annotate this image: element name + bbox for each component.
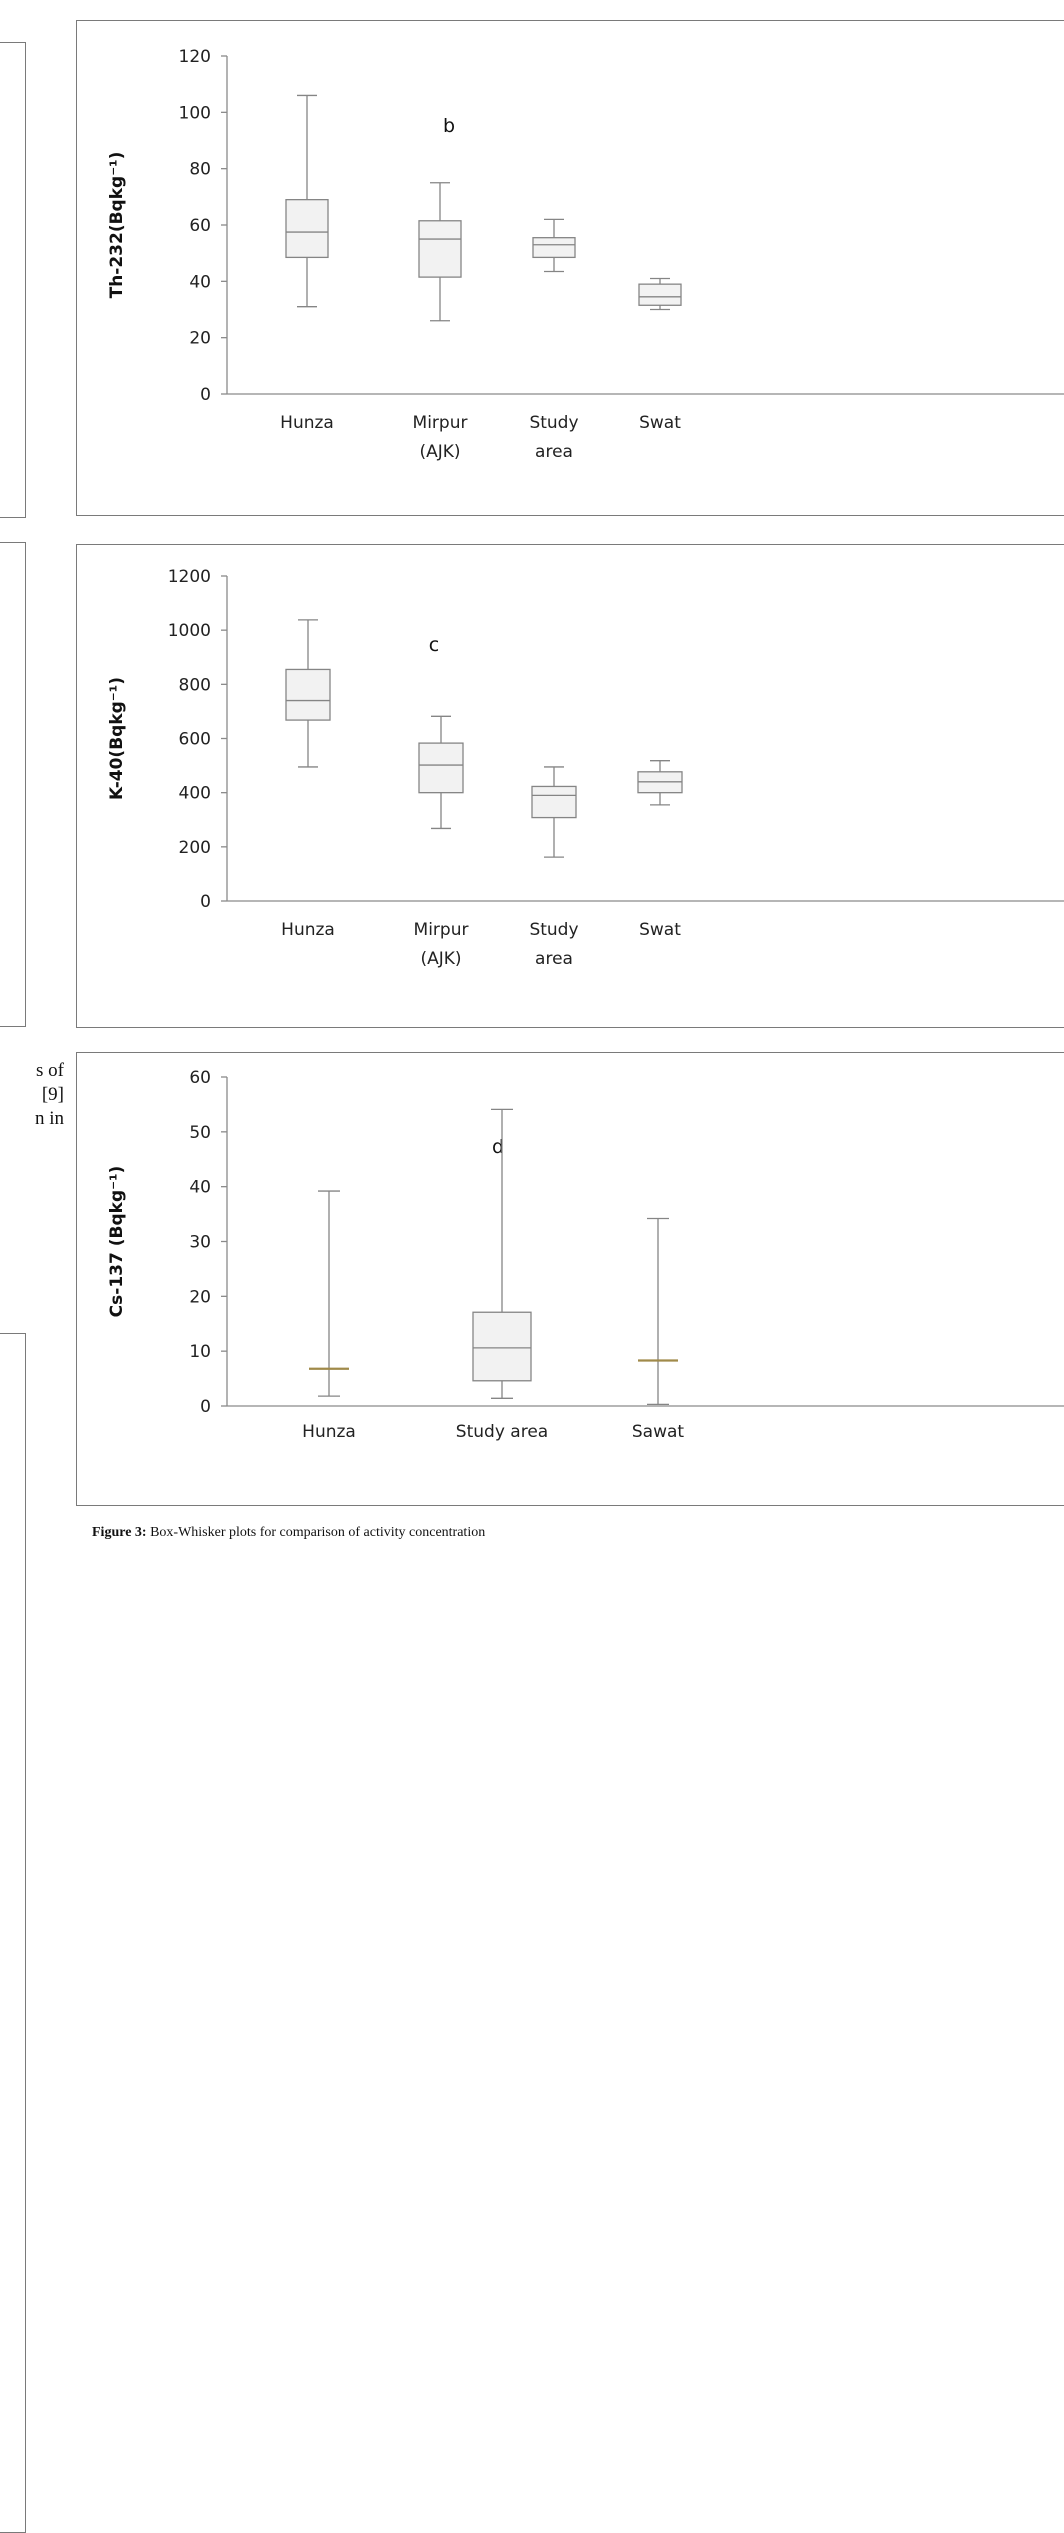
y-tick-label: 40 [189, 272, 211, 292]
y-tick-label: 1000 [168, 621, 211, 641]
panel-label: b [443, 115, 455, 137]
x-category-label: Hunza [302, 1422, 356, 1442]
box-iqr [472, 1311, 532, 1382]
panel-label: d [492, 1136, 504, 1158]
y-tick-label: 600 [179, 730, 211, 750]
y-tick-label: 400 [179, 784, 211, 804]
x-category-label: area [535, 442, 573, 462]
chart-panel-th232: 0 20 40 60 80 100 120 Th-232(Bqkg⁻¹) b Hunza Mirpu… [76, 20, 1064, 516]
y-tick-label: 20 [189, 329, 211, 349]
y-tick-label: 200 [179, 838, 211, 858]
chart-panel-cs137: 0 10 20 30 40 50 60 Cs-137 (Bqkg⁻¹) d Hunza Study … [76, 1052, 1064, 1506]
y-tick-label: 800 [179, 675, 211, 695]
y-axis-title: Th-232(Bqkg⁻¹) [107, 152, 127, 299]
y-tick-label: 0 [200, 1397, 211, 1417]
x-category-label: Hunza [280, 413, 334, 433]
left-panel-frame-middle [0, 542, 26, 1027]
box-iqr [418, 220, 462, 278]
y-tick-label: 10 [189, 1342, 211, 1362]
y-axis-title: Cs-137 (Bqkg⁻¹) [107, 1166, 127, 1318]
body-text-fragment: n in [34, 1108, 64, 1129]
y-tick-label: 40 [189, 1178, 211, 1198]
cs137-boxplot: 0 10 20 30 40 50 60 Cs-137 (Bqkg⁻¹) d Hunza Study … [107, 1068, 1064, 1442]
x-category-label: Hunza [281, 920, 335, 940]
x-category-label: area [535, 949, 573, 969]
y-axis-title: K-40(Bqkg⁻¹) [107, 677, 127, 800]
box-iqr [418, 742, 464, 794]
x-category-label: Swat [639, 413, 681, 433]
panel-label: c [429, 634, 439, 656]
chart-panel-k40: 0 200 400 600 800 1000 1200 K-40(Bqkg⁻¹) c Hunza M… [76, 544, 1064, 1028]
figure-caption-text: Box-Whisker plots for comparison of acti… [150, 1525, 486, 1540]
left-panel-frame-bottom [0, 1333, 26, 2533]
y-tick-label: 1200 [168, 567, 211, 587]
figure-caption-label: Figure 3: [92, 1525, 147, 1540]
x-category-label: Study area [456, 1422, 548, 1442]
box-iqr [531, 785, 577, 819]
y-tick-label: 50 [189, 1123, 211, 1143]
x-category-label: Mirpur [414, 920, 469, 940]
body-text-fragment: [9] [41, 1084, 64, 1105]
body-text-fragment: s of [36, 1060, 64, 1081]
k40-boxplot: 0 200 400 600 800 1000 1200 K-40(Bqkg⁻¹) c Hunza M… [107, 567, 1064, 969]
x-category-label: Sawat [632, 1422, 685, 1442]
y-tick-label: 100 [179, 103, 211, 123]
x-category-label: (AJK) [419, 442, 460, 462]
left-panel-frame-top [0, 42, 26, 518]
x-category-label: Study [529, 413, 578, 433]
y-tick-label: 60 [189, 1068, 211, 1088]
x-category-label: Mirpur [413, 413, 468, 433]
x-category-label: Swat [639, 920, 681, 940]
y-tick-label: 20 [189, 1287, 211, 1307]
box-iqr [285, 668, 331, 721]
box-iqr [638, 283, 682, 306]
box-iqr [285, 198, 329, 259]
th232-boxplot: 0 20 40 60 80 100 120 Th-232(Bqkg⁻¹) b Hunza Mirpu… [107, 47, 1064, 462]
y-tick-label: 80 [189, 160, 211, 180]
y-tick-label: 120 [179, 47, 211, 67]
x-category-label: (AJK) [420, 949, 461, 969]
y-tick-label: 60 [189, 216, 211, 236]
box-iqr [532, 237, 576, 259]
y-tick-label: 0 [200, 385, 211, 405]
x-category-label: Study [529, 920, 578, 940]
y-tick-label: 30 [189, 1233, 211, 1253]
figure-caption: Figure 3: Box-Whisker plots for comparis… [92, 1525, 485, 1541]
y-tick-label: 0 [200, 892, 211, 912]
